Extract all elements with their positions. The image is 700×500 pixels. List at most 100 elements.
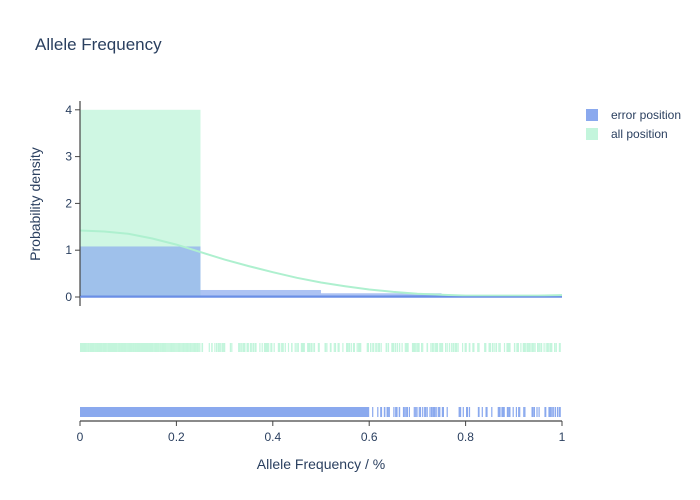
all-position-rug-mark (271, 343, 273, 352)
all-position-rug-mark (520, 343, 522, 352)
all-position-rug-mark (439, 343, 441, 352)
all-position-rug-mark (252, 343, 254, 352)
error-position-rug-mark (524, 407, 526, 417)
legend-swatch-all-position[interactable] (586, 128, 598, 140)
all-position-rug-mark (338, 343, 340, 352)
all-position-rug-mark (554, 343, 556, 352)
all-position-rug-mark (307, 343, 309, 352)
all-position-rug-mark (509, 343, 511, 352)
all-position-rug-mark (243, 343, 245, 352)
all-position-rug-mark (392, 343, 394, 352)
all-position-rug-mark (517, 343, 519, 352)
error-position-rug-mark (380, 407, 382, 417)
error-position-rug-mark (435, 407, 437, 417)
legend-swatch-error-position[interactable] (586, 109, 598, 121)
error-position-rug-mark (404, 407, 406, 417)
all-position-rug-mark (378, 343, 381, 352)
error-position-bar (80, 246, 201, 297)
all-position-rug-mark (538, 343, 540, 352)
all-position-rug-mark (254, 343, 256, 352)
all-position-rug-mark (508, 343, 510, 352)
error-position-rug-mark (549, 407, 551, 417)
error-position-rug-mark (425, 407, 427, 417)
error-position-rug-mark (502, 407, 505, 417)
all-position-rug-mark (83, 343, 85, 352)
error-position-rug-mark (424, 407, 426, 417)
all-position-rug-mark (488, 343, 490, 352)
all-position-rug-mark (393, 343, 395, 352)
all-position-rug-mark (406, 343, 408, 352)
legend-label-all-position[interactable]: all position (611, 127, 668, 141)
error-position-rug-mark (515, 407, 517, 417)
all-position-rug-mark (80, 343, 82, 352)
error-position-rug-mark (377, 407, 379, 417)
all-position-rug-mark (303, 343, 305, 352)
all-position-rug-mark (534, 343, 536, 352)
all-position-rug-mark (498, 343, 500, 352)
error-position-rug-mark (460, 407, 462, 417)
error-position-rug-mark (551, 407, 553, 417)
error-position-rug-mark (485, 407, 487, 417)
all-position-rug-mark (261, 343, 263, 352)
all-position-rug-mark (503, 343, 506, 352)
error-position-rug-mark (419, 407, 422, 417)
error-position-bar (200, 289, 321, 297)
all-position-rug-mark (559, 343, 561, 352)
all-position-rug-mark (309, 343, 311, 352)
error-position-rug-mark (426, 407, 428, 417)
error-position-rug-mark (418, 407, 420, 417)
all-position-rug-mark (531, 343, 533, 352)
all-position-rug-mark (313, 343, 316, 352)
all-position-rug-mark (201, 343, 204, 352)
all-position-rug-mark (294, 343, 296, 352)
error-position-rug-mark (430, 407, 433, 417)
all-position-rug-mark (342, 343, 344, 352)
error-position-rug-mark (446, 407, 448, 417)
error-position-rug-mark (399, 407, 401, 417)
error-position-rug-mark (402, 407, 405, 417)
all-position-rug-mark (506, 343, 508, 352)
error-position-rug-mark (502, 407, 504, 417)
all-position-rug-mark (445, 343, 447, 352)
all-position-rug-mark (370, 343, 372, 352)
all-position-rug-mark (526, 343, 528, 352)
all-position-rug-mark (296, 343, 298, 352)
all-position-rug-mark (449, 343, 451, 352)
x-axis-title: Allele Frequency / % (257, 456, 385, 472)
error-position-rug-mark (422, 407, 424, 417)
error-position-rug-mark (439, 407, 441, 417)
error-position-rug-mark (500, 407, 502, 417)
all-position-rug-mark (452, 343, 454, 352)
all-position-rug-mark (464, 343, 467, 352)
x-tick-label: 0.4 (264, 430, 281, 444)
legend-label-error-position[interactable]: error position (611, 108, 681, 122)
y-tick-label: 3 (65, 150, 72, 164)
error-position-rug-mark (406, 407, 408, 417)
all-position-rug-mark (537, 343, 539, 352)
all-position-rug-mark (446, 343, 448, 352)
all-position-rug-band (84, 343, 201, 352)
all-position-rug-mark (302, 343, 305, 352)
error-position-rug-mark (434, 407, 436, 417)
all-position-rug-mark (493, 343, 495, 352)
all-position-rug-mark (522, 343, 524, 352)
all-position-rug-mark (465, 343, 467, 352)
all-position-rug-mark (214, 343, 216, 352)
all-position-rug-mark (455, 343, 457, 352)
all-position-rug-mark (434, 343, 436, 352)
error-position-rug-mark (481, 407, 483, 417)
all-position-rug-mark (514, 343, 516, 352)
all-position-rug-mark (231, 343, 233, 352)
all-position-rug-mark (239, 343, 241, 352)
all-position-rug-mark (251, 343, 253, 352)
all-position-rug-mark (525, 343, 527, 352)
all-position-rug-mark (457, 343, 459, 352)
all-position-rug-mark (539, 343, 541, 352)
error-position-rug-mark (478, 407, 480, 417)
all-position-rug-mark (399, 343, 401, 352)
all-position-rug-mark (396, 343, 399, 352)
error-position-rug-mark (508, 407, 511, 417)
all-position-rug-mark (208, 343, 210, 352)
error-position-rug-mark (491, 407, 493, 417)
